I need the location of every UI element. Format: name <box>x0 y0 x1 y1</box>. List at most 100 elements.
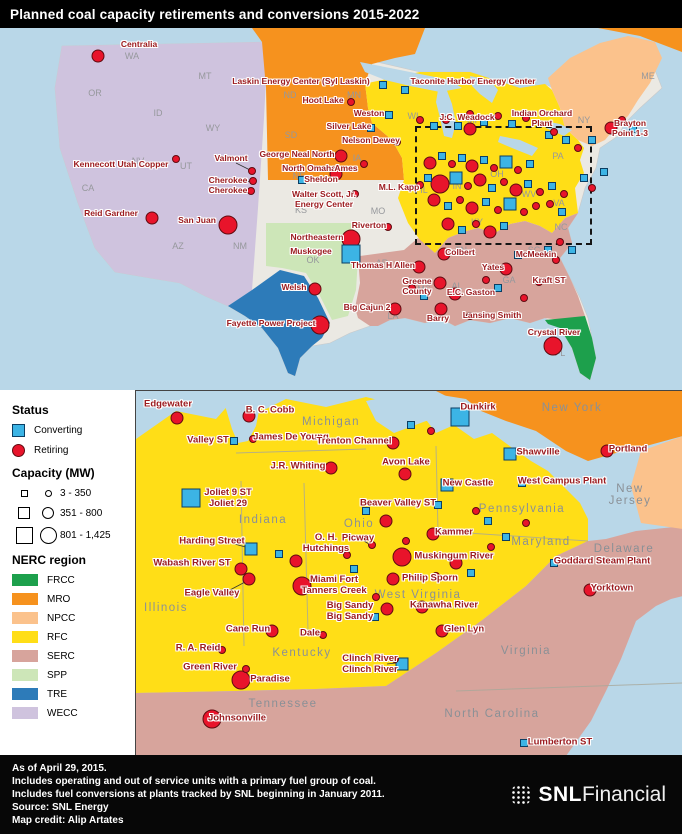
state-label: New Jersey <box>608 483 652 507</box>
footer-note: As of April 29, 2015. <box>12 763 107 774</box>
retiring-plant-marker <box>319 631 327 639</box>
state-label: Virginia <box>500 645 552 657</box>
lake-superior <box>360 62 462 92</box>
plant-label: George Neal North <box>259 149 335 160</box>
legend-capacity-row: 351 - 800 <box>12 507 135 519</box>
plant-label: Big Cajun 2 <box>343 302 391 313</box>
state-label: Illinois <box>144 602 188 614</box>
state-label: MS <box>417 284 431 294</box>
inset-region-rfc <box>136 397 588 693</box>
retiring-plant-marker <box>343 551 351 559</box>
capacity-circle-symbol <box>44 490 52 497</box>
converting-plant-marker <box>494 284 502 292</box>
state-label: Pennsylvania <box>478 503 566 515</box>
retiring-plant-marker <box>329 167 343 181</box>
plant-label: Eagle Valley <box>184 587 240 599</box>
retiring-plant-marker <box>408 284 416 292</box>
retiring-plant-marker <box>393 138 401 146</box>
retiring-plant-marker <box>234 562 248 576</box>
retiring-plant-marker <box>600 444 614 458</box>
legend-capacity-row: 801 - 1,425 <box>12 527 135 544</box>
nerc-color-swatch <box>12 574 38 586</box>
state-label: WA <box>124 51 140 61</box>
retiring-plant-marker <box>483 225 497 239</box>
capacity-circle-symbol <box>39 527 57 544</box>
plant-label: Kennecott Utah Copper <box>73 159 169 170</box>
retiring-plant-marker <box>249 435 257 443</box>
retiring-plant-marker <box>415 600 429 614</box>
legend-label: FRCC <box>47 574 75 586</box>
plant-label: Muskogee <box>290 246 332 257</box>
retiring-plant-marker <box>172 155 180 163</box>
converting-plant-marker <box>449 171 463 185</box>
converting-plant-marker <box>480 156 488 164</box>
state-label: MT <box>198 71 212 81</box>
retiring-plant-marker <box>432 572 440 580</box>
inset-region-serc <box>136 526 682 755</box>
snl-financial-logo: SNL Financial <box>510 783 666 807</box>
plant-label: Indian Orchard Plant <box>511 108 573 128</box>
converting-plant-marker <box>548 182 556 190</box>
logo-brand-bold: SNL <box>538 783 582 806</box>
retiring-plant-marker <box>494 206 502 214</box>
converting-plant-marker <box>458 226 466 234</box>
capacity-circle-cell <box>36 490 60 497</box>
state-label: OK <box>306 255 320 265</box>
legend-capacity-row: 3 - 350 <box>12 488 135 499</box>
retiring-plant-marker <box>427 193 441 207</box>
plant-label: Harding Street <box>179 535 245 547</box>
state-label: FL <box>554 348 566 358</box>
retiring-plant-marker <box>583 583 597 597</box>
us-main-map: WAORCANVIDMTWYUTAZNMCONDSDNEKSOKTXMNIAMO… <box>0 28 682 390</box>
converting-plant-marker <box>600 168 608 176</box>
capacity-square-symbol <box>15 527 33 544</box>
state-label: MI <box>467 115 477 125</box>
state-label: NV <box>131 156 145 166</box>
retiring-plant-marker <box>426 527 440 541</box>
plant-label: Beaver Valley ST <box>359 497 437 509</box>
state-label: Maryland <box>511 536 571 548</box>
converting-plant-marker <box>480 118 488 126</box>
state-label: OR <box>88 88 102 98</box>
retiring-plant-marker <box>398 467 412 481</box>
converting-plant-marker <box>482 198 490 206</box>
inset-lake-michigan <box>224 391 260 443</box>
retiring-plant-marker <box>473 173 487 187</box>
lake-erie <box>498 136 538 156</box>
retiring-plant-marker <box>218 646 226 654</box>
converting-plant-marker <box>395 657 409 671</box>
state-label: Delaware <box>593 543 655 555</box>
plant-label: Yates <box>481 262 505 273</box>
plant-label: Crystal River <box>527 327 581 338</box>
retiring-plant-marker <box>500 178 508 186</box>
retiring-plant-marker <box>604 121 618 135</box>
plant-label: Hoot Lake <box>302 95 344 106</box>
legend-nerc-heading: NERC region <box>12 553 87 567</box>
state-label: NM <box>233 241 247 251</box>
state-label: GA <box>502 275 516 285</box>
state-label: Kentucky <box>272 647 332 659</box>
plant-label: Valmont <box>214 153 248 164</box>
retiring-plant-marker <box>437 247 451 261</box>
converting-plant-marker <box>544 246 552 254</box>
retiring-plant-marker <box>487 543 495 551</box>
retiring-plant-marker <box>520 208 528 216</box>
state-label: TN <box>455 245 467 255</box>
converting-plant-marker <box>401 86 409 94</box>
plant-label: North Omaha <box>282 163 336 174</box>
inset-lake-erie <box>366 391 481 433</box>
retiring-plant-marker <box>435 624 449 638</box>
converting-plant-marker <box>499 155 513 169</box>
retiring-plant-marker <box>472 220 480 228</box>
nerc-color-swatch <box>12 688 38 700</box>
state-label: TX <box>285 318 297 328</box>
inset-basemap-svg <box>136 391 682 755</box>
plant-label: Picway <box>341 532 375 544</box>
plant-label: Nelson Dewey <box>342 135 400 146</box>
retiring-plant-marker <box>472 507 480 515</box>
footer-note: Source: SNL Energy <box>12 802 109 813</box>
retiring-plant-marker <box>202 709 222 729</box>
converting-plant-marker <box>467 569 475 577</box>
converting-plant-marker <box>379 81 387 89</box>
state-label: Michigan <box>301 416 361 428</box>
